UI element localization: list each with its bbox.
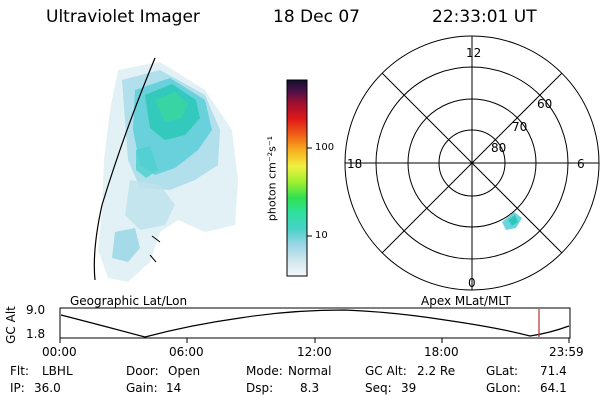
filter-label: Flt: xyxy=(10,364,29,378)
colorbar-tick-label: 100 xyxy=(315,142,335,153)
diagonal-line xyxy=(381,72,563,254)
door-value: Open xyxy=(168,364,201,378)
date-label: 18 Dec 07 xyxy=(273,7,360,27)
x-tick-label: 06:00 xyxy=(169,345,204,359)
auroral-spot-core xyxy=(508,215,518,226)
polar-plot xyxy=(344,35,600,291)
gc-alt-value: 2.2 Re xyxy=(417,364,456,378)
ip-value: 36.0 xyxy=(34,381,61,395)
colorbar-tick-label: 10 xyxy=(315,230,328,241)
dsp-value: 8.3 xyxy=(300,381,320,395)
x-tick-label: 00:00 xyxy=(42,345,77,359)
x-tick-label: 18:00 xyxy=(424,345,459,359)
mlt-label-12: 12 xyxy=(466,46,482,60)
colorbar xyxy=(286,79,308,277)
door-label: Door: xyxy=(126,364,159,378)
ip-label: IP: xyxy=(10,381,25,395)
auroral-image xyxy=(98,62,238,282)
orbit-panel-frame xyxy=(59,307,571,339)
apex-caption: Apex MLat/MLT xyxy=(421,294,511,308)
coast-mark xyxy=(149,254,157,263)
glon-value: 64.1 xyxy=(540,381,567,395)
mode-label: Mode: xyxy=(246,364,283,378)
glon-label: GLon: xyxy=(486,381,521,395)
seq-label: Seq: xyxy=(365,381,392,395)
coast-mark xyxy=(151,235,161,243)
glat-label: GLat: xyxy=(486,364,519,378)
mlt-label-18: 18 xyxy=(347,157,363,171)
y-axis-label: GC Alt xyxy=(3,306,18,344)
terminator-line xyxy=(93,57,156,281)
y-tick-label: 9.0 xyxy=(26,303,46,317)
geographic-caption: Geographic Lat/Lon xyxy=(70,294,188,308)
x-tick-label: 23:59 xyxy=(549,345,584,359)
time-label: 22:33:01 UT xyxy=(432,7,537,27)
lat-label-60: 60 xyxy=(537,97,553,111)
dsp-label: Dsp: xyxy=(246,381,274,395)
mlt-label-6: 6 xyxy=(577,157,585,171)
mlt-label-0: 0 xyxy=(468,276,476,290)
gain-value: 14 xyxy=(166,381,182,395)
seq-value: 39 xyxy=(401,381,417,395)
lat-label-80: 80 xyxy=(491,141,507,155)
gain-label: Gain: xyxy=(126,381,158,395)
x-tick-label: 12:00 xyxy=(297,345,332,359)
y-tick-label: 1.8 xyxy=(26,327,46,341)
lat-label-70: 70 xyxy=(512,120,528,134)
instrument-title: Ultraviolet Imager xyxy=(46,7,200,27)
glat-value: 71.4 xyxy=(540,364,567,378)
colorbar-units-label: photon cm⁻²s⁻¹ xyxy=(265,135,279,222)
filter-value: LBHL xyxy=(42,364,73,378)
mode-value: Normal xyxy=(288,364,332,378)
altitude-curve xyxy=(60,309,570,338)
gc-alt-label: GC Alt: xyxy=(365,364,407,378)
